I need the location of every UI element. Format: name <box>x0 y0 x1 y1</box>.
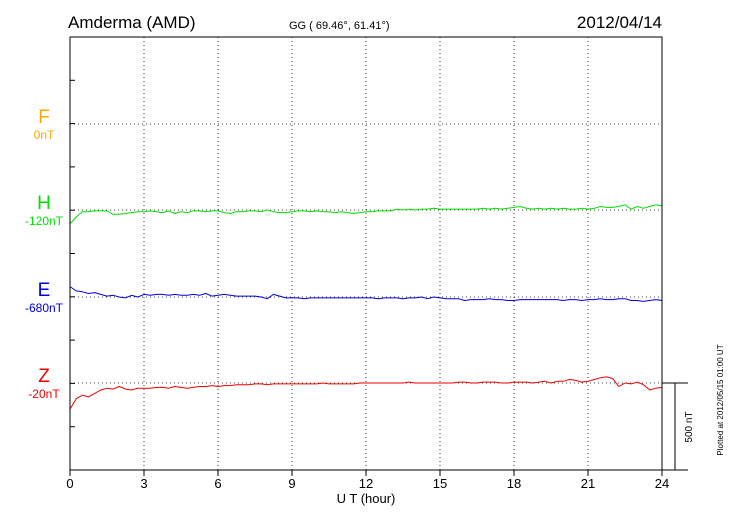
chart-date: 2012/04/14 <box>577 13 662 32</box>
component-baseline-h: -120nT <box>25 214 64 228</box>
grid <box>70 37 662 470</box>
component-baseline-z: -20nT <box>28 387 60 401</box>
component-label-f: F <box>38 107 50 128</box>
x-tick-label: 0 <box>66 476 73 491</box>
component-label-e: E <box>38 280 51 301</box>
plotted-at-note: Plotted at 2012/05/15 01:00 UT <box>716 344 725 455</box>
x-tick-label: 12 <box>359 476 373 491</box>
x-tick-label: 24 <box>655 476 669 491</box>
series-group <box>69 204 663 410</box>
x-tick-label: 15 <box>433 476 447 491</box>
station-coordinates: GG ( 69.46°, 61.41°) <box>289 20 390 32</box>
component-baseline-e: -680nT <box>25 301 64 315</box>
x-tick-label: 9 <box>288 476 295 491</box>
x-tick-label: 18 <box>507 476 521 491</box>
x-tick-label: 3 <box>140 476 147 491</box>
component-label-h: H <box>37 193 51 214</box>
x-tick-label: 6 <box>214 476 221 491</box>
scale-bar-label: 500 nT <box>684 411 695 442</box>
axis-ticks: 0 3 6 9 12 15 18 21 24 <box>66 36 669 491</box>
x-tick-label: 21 <box>581 476 595 491</box>
scale-bar: 500 nT <box>662 382 695 471</box>
component-baseline-f: 0nT <box>34 128 55 142</box>
component-label-z: Z <box>38 366 50 387</box>
station-title: Amderma (AMD) <box>68 13 196 32</box>
x-axis-label: U T (hour) <box>337 491 396 506</box>
